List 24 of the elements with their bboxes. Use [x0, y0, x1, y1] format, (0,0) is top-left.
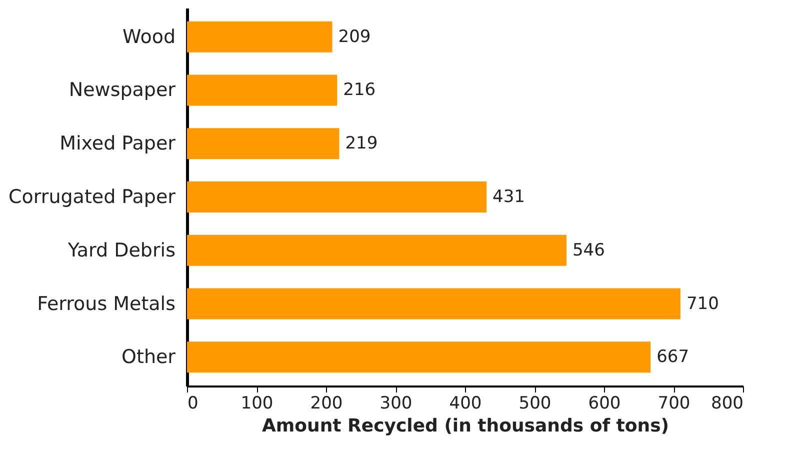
- x-axis-title: Amount Recycled (in thousands of tons): [262, 416, 670, 436]
- x-tick-label: 700: [658, 394, 690, 414]
- y-tick-label: Other: [122, 346, 176, 368]
- x-tick-label: 100: [240, 394, 274, 414]
- x-tick-label: 800: [711, 394, 744, 414]
- y-tick-label: Corrugated Paper: [8, 186, 176, 208]
- data-label: 710: [686, 294, 719, 314]
- x-tick-label: 600: [588, 394, 621, 414]
- data-label: 219: [345, 134, 378, 154]
- x-tick-label: 500: [518, 394, 552, 414]
- y-tick-label: Newspaper: [68, 79, 176, 102]
- data-label: 431: [492, 187, 525, 207]
- y-tick-label: Wood: [122, 26, 176, 48]
- y-tick-label: Mixed Paper: [60, 132, 176, 155]
- x-tick-label: 0: [188, 394, 198, 414]
- data-label: 546: [572, 240, 605, 260]
- data-label: 209: [338, 26, 371, 47]
- y-tick-label: Yard Debris: [66, 239, 176, 262]
- x-tick-label: 300: [380, 394, 412, 414]
- x-tick-label: 200: [310, 394, 343, 414]
- x-tick-label: 400: [449, 394, 482, 414]
- data-label: 667: [656, 347, 690, 368]
- data-label: 216: [343, 80, 376, 100]
- y-tick-label: Ferrous Metals: [37, 292, 176, 315]
